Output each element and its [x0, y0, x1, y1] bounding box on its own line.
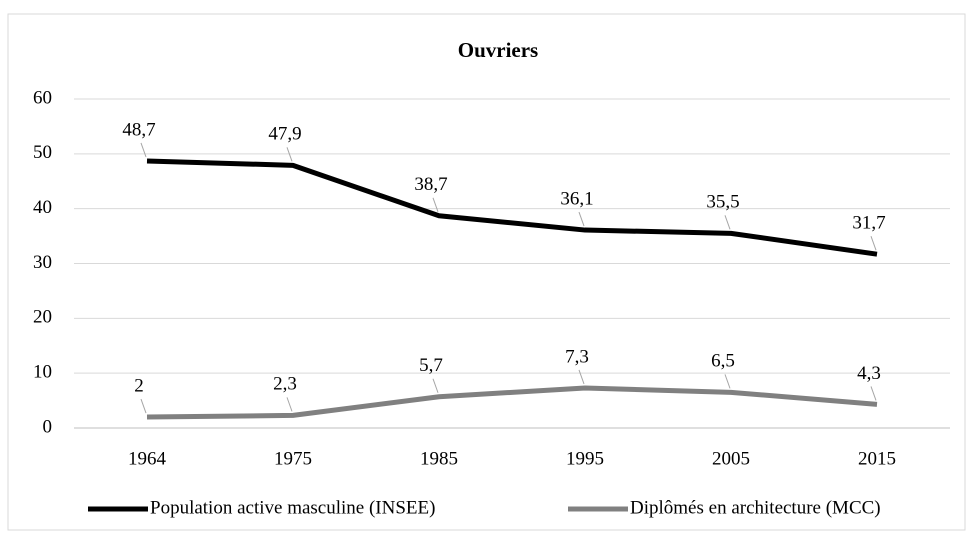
- y-tick-label: 10: [33, 362, 52, 383]
- leader-line: [286, 397, 293, 412]
- data-label: 48,7: [122, 119, 155, 140]
- leader-line: [140, 142, 147, 158]
- leader-line: [432, 197, 439, 212]
- data-label: 36,1: [560, 188, 593, 209]
- data-label: 31,7: [852, 213, 885, 234]
- legend-label: Population active masculine (INSEE): [150, 497, 435, 518]
- leader-line: [432, 378, 439, 393]
- y-tick-label: 50: [33, 142, 52, 163]
- y-tick-label: 40: [33, 197, 52, 218]
- y-tick-label: 60: [33, 87, 52, 108]
- line-series: [146, 385, 878, 420]
- x-tick-label: 1964: [128, 448, 167, 469]
- x-tick-label: 2005: [712, 448, 750, 469]
- leader-line: [578, 369, 585, 385]
- data-label: 6,5: [711, 351, 735, 372]
- chart-border: [7, 13, 966, 531]
- y-tick-label: 30: [33, 252, 52, 273]
- chart-title: Ouvriers: [458, 38, 538, 62]
- data-label: 2: [134, 375, 144, 396]
- leader-line: [286, 147, 293, 162]
- leader-line: [578, 211, 585, 227]
- line-series: [146, 158, 878, 257]
- leader-line: [140, 398, 147, 414]
- x-tick-label: 1995: [566, 448, 604, 469]
- data-label: 2,3: [273, 374, 297, 395]
- data-label: 35,5: [706, 192, 739, 213]
- y-tick-label: 20: [33, 307, 52, 328]
- x-tick-label: 1975: [274, 448, 312, 469]
- leader-line: [870, 236, 877, 251]
- legend-label: Diplômés en architecture (MCC): [630, 497, 881, 518]
- leader-line: [724, 374, 731, 389]
- data-label: 47,9: [268, 124, 301, 145]
- y-tick-label: 0: [43, 416, 53, 437]
- leader-line: [870, 386, 877, 401]
- data-label: 38,7: [414, 174, 447, 195]
- x-tick-label: 2015: [858, 448, 896, 469]
- data-label: 7,3: [565, 346, 589, 367]
- data-label: 5,7: [419, 355, 443, 376]
- data-label: 4,3: [857, 363, 881, 384]
- x-tick-label: 1985: [420, 448, 458, 469]
- leader-line: [724, 215, 731, 230]
